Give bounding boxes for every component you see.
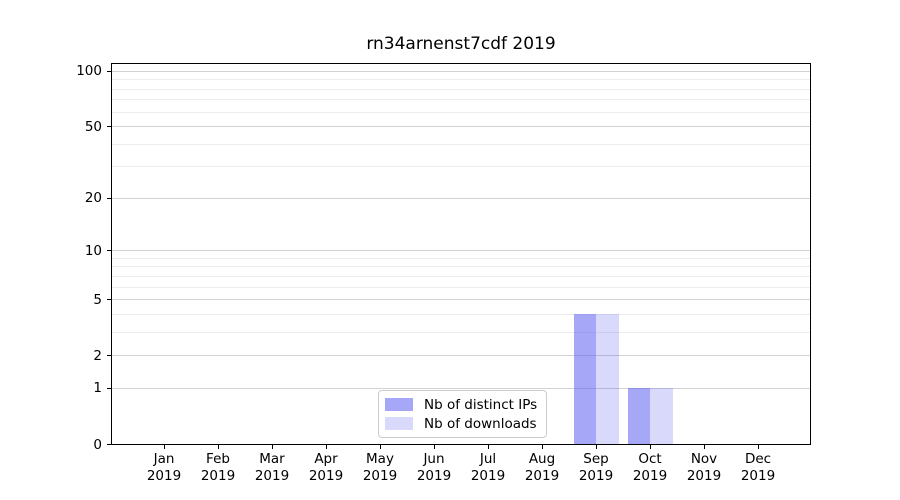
x-axis-tick-mark <box>325 445 327 449</box>
minor-gridline <box>112 331 810 333</box>
minor-gridline <box>112 275 810 277</box>
x-tick-year: 2019 <box>146 468 182 484</box>
y-axis-tick-mark <box>107 444 111 445</box>
y-axis-tick-label: 10 <box>84 242 102 259</box>
x-tick-month: Jan <box>153 451 175 467</box>
major-gridline <box>112 387 810 389</box>
x-tick-year: 2019 <box>308 468 344 484</box>
minor-gridline <box>112 313 810 315</box>
x-axis-tick-label: Aug 2019 <box>510 451 574 485</box>
x-axis-tick-mark <box>541 445 543 449</box>
chart-title: rn34arnenst7cdf 2019 <box>366 34 556 54</box>
x-tick-month: Apr <box>314 451 338 467</box>
legend-item: Nb of distinct IPs <box>385 397 538 413</box>
y-axis-tick-label: 100 <box>76 63 102 80</box>
legend: Nb of distinct IPs Nb of downloads <box>378 390 547 438</box>
x-tick-month: Sep <box>583 451 609 467</box>
x-tick-year: 2019 <box>578 468 614 484</box>
x-tick-month: Jul <box>479 451 497 467</box>
y-axis-tick-label: 50 <box>84 118 102 135</box>
x-tick-month: Aug <box>528 451 556 467</box>
y-axis-tick-label: 5 <box>93 291 102 308</box>
y-axis-tick-label: 1 <box>93 380 102 397</box>
plot-area <box>111 63 811 445</box>
y-axis-tick-mark <box>107 387 111 389</box>
x-tick-year: 2019 <box>632 468 668 484</box>
legend-swatch-downloads <box>385 417 413 430</box>
x-axis-tick-label: Mar 2019 <box>240 451 304 485</box>
major-gridline <box>112 70 810 72</box>
major-gridline <box>112 355 810 357</box>
minor-gridline <box>112 257 810 259</box>
x-tick-year: 2019 <box>470 468 506 484</box>
x-axis-tick-label: Apr 2019 <box>294 451 358 485</box>
x-axis-tick-label: May 2019 <box>348 451 412 485</box>
legend-item-label: Nb of distinct IPs <box>424 396 538 413</box>
x-axis-tick-mark <box>379 445 381 449</box>
x-axis-tick-mark <box>433 445 435 449</box>
y-axis-tick-mark <box>107 355 111 357</box>
y-axis-tick-mark <box>107 126 111 128</box>
legend-item-label: Nb of downloads <box>424 415 537 432</box>
minor-gridline <box>112 286 810 288</box>
x-axis-tick-mark <box>487 445 489 449</box>
x-tick-month: Feb <box>206 451 230 467</box>
minor-gridline <box>112 111 810 113</box>
x-axis-tick-label: Jan 2019 <box>132 451 196 485</box>
minor-gridline <box>112 166 810 168</box>
bar-downloads <box>650 387 673 444</box>
x-axis-tick-mark <box>217 445 219 449</box>
x-tick-year: 2019 <box>686 468 722 484</box>
major-gridline <box>112 126 810 128</box>
x-tick-month: Nov <box>690 451 718 467</box>
bar-distinct-ips <box>573 313 596 444</box>
x-tick-year: 2019 <box>524 468 560 484</box>
x-tick-year: 2019 <box>362 468 398 484</box>
x-axis-tick-mark <box>703 445 705 449</box>
x-tick-month: Jun <box>423 451 445 467</box>
legend-item: Nb of downloads <box>385 416 538 432</box>
major-gridline <box>112 299 810 301</box>
minor-gridline <box>112 266 810 268</box>
x-tick-year: 2019 <box>200 468 236 484</box>
x-tick-month: May <box>366 451 394 467</box>
x-axis-tick-label: Dec 2019 <box>726 451 790 485</box>
x-axis-tick-mark <box>163 445 165 449</box>
major-gridline <box>112 197 810 199</box>
minor-gridline <box>112 88 810 90</box>
legend-swatch-distinct-ips <box>385 398 413 411</box>
x-axis-tick-mark <box>595 445 597 449</box>
bar-downloads <box>596 313 619 444</box>
x-tick-month: Dec <box>744 451 772 467</box>
y-axis-tick-mark <box>107 197 111 199</box>
x-axis-tick-label: Nov 2019 <box>672 451 736 485</box>
y-axis-tick-mark <box>107 250 111 252</box>
x-axis-tick-mark <box>649 445 651 449</box>
y-axis-tick-label: 2 <box>93 347 102 364</box>
y-axis-tick-mark <box>107 70 111 72</box>
x-axis-tick-label: Jun 2019 <box>402 451 466 485</box>
x-tick-month: Oct <box>638 451 662 467</box>
x-axis-tick-mark <box>757 445 759 449</box>
x-tick-year: 2019 <box>416 468 452 484</box>
x-axis-tick-mark <box>271 445 273 449</box>
y-axis-tick-label: 20 <box>84 190 102 207</box>
y-axis-tick-mark <box>107 299 111 301</box>
x-axis-tick-label: Sep 2019 <box>564 451 628 485</box>
minor-gridline <box>112 99 810 101</box>
y-axis-tick-label: 0 <box>93 436 102 453</box>
x-axis-tick-label: Oct 2019 <box>618 451 682 485</box>
minor-gridline <box>112 79 810 81</box>
minor-gridline <box>112 143 810 145</box>
bar-distinct-ips <box>627 387 650 444</box>
major-gridline <box>112 250 810 252</box>
x-tick-year: 2019 <box>740 468 776 484</box>
x-tick-month: Mar <box>259 451 285 467</box>
x-axis-tick-label: Jul 2019 <box>456 451 520 485</box>
x-tick-year: 2019 <box>254 468 290 484</box>
x-axis-tick-label: Feb 2019 <box>186 451 250 485</box>
